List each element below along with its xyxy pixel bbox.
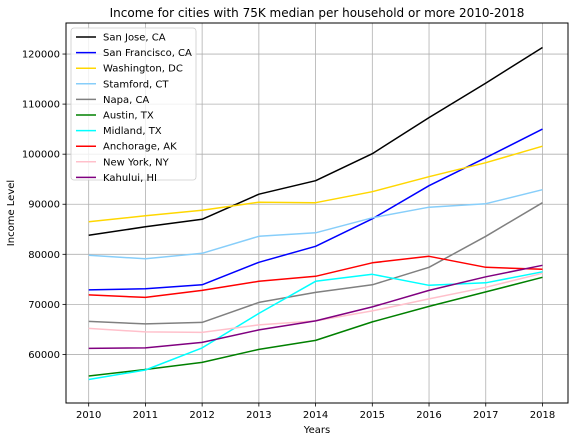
series-lines [88, 46, 543, 381]
y-axis-label: Income Level [6, 180, 17, 246]
legend-label: Stamford, CT [103, 79, 169, 90]
y-tick-label: 90000 [28, 200, 60, 211]
y-tick-label: 70000 [28, 300, 60, 311]
legend-label: San Jose, CA [103, 33, 166, 44]
legend-label: Anchorage, AK [103, 142, 177, 153]
x-tick-label: 2013 [246, 410, 271, 421]
x-tick-label: 2015 [360, 410, 385, 421]
series-line [88, 264, 543, 350]
legend-label: San Francisco, CA [103, 48, 192, 59]
series-line [88, 145, 543, 223]
legend-label: Austin, TX [103, 111, 154, 122]
x-tick-label: 2016 [416, 410, 441, 421]
axis-ticks: 2010 2011 2012 2013 2014 2015 2016 2017 2018 6000… [22, 50, 555, 421]
legend-label: Midland, TX [103, 126, 162, 137]
legend-label: Washington, DC [103, 64, 183, 75]
legend-box [70, 27, 197, 181]
x-tick-label: 2012 [189, 410, 214, 421]
series-line [88, 271, 543, 381]
plot-frame [65, 22, 569, 404]
legend-label: Napa, CA [103, 95, 149, 106]
x-tick-label: 2014 [303, 410, 328, 421]
y-tick-label: 100000 [22, 150, 60, 161]
x-tick-label: 2018 [530, 410, 555, 421]
y-tick-label: 110000 [22, 100, 60, 111]
y-tick-label: 60000 [28, 350, 60, 361]
grid [66, 23, 568, 403]
x-tick-label: 2017 [473, 410, 498, 421]
series-line [88, 276, 543, 377]
legend-label: Kahului, HI [103, 173, 157, 184]
legend: San Jose, CA San Francisco, CA Washington,… [70, 27, 197, 184]
series-line [88, 202, 543, 325]
series-line [88, 46, 543, 237]
x-tick-label: 2011 [133, 410, 158, 421]
y-tick-label: 120000 [22, 50, 60, 61]
x-axis-label: Years [303, 425, 330, 436]
series-line [88, 255, 543, 299]
chart-title: Income for cities with 75K median per ho… [110, 6, 525, 20]
legend-label: New York, NY [103, 157, 170, 168]
x-tick-label: 2010 [76, 410, 101, 421]
series-line [88, 188, 543, 260]
y-tick-label: 80000 [28, 250, 60, 261]
